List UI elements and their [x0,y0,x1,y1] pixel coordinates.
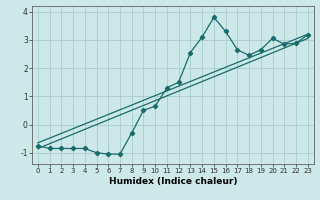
X-axis label: Humidex (Indice chaleur): Humidex (Indice chaleur) [108,177,237,186]
